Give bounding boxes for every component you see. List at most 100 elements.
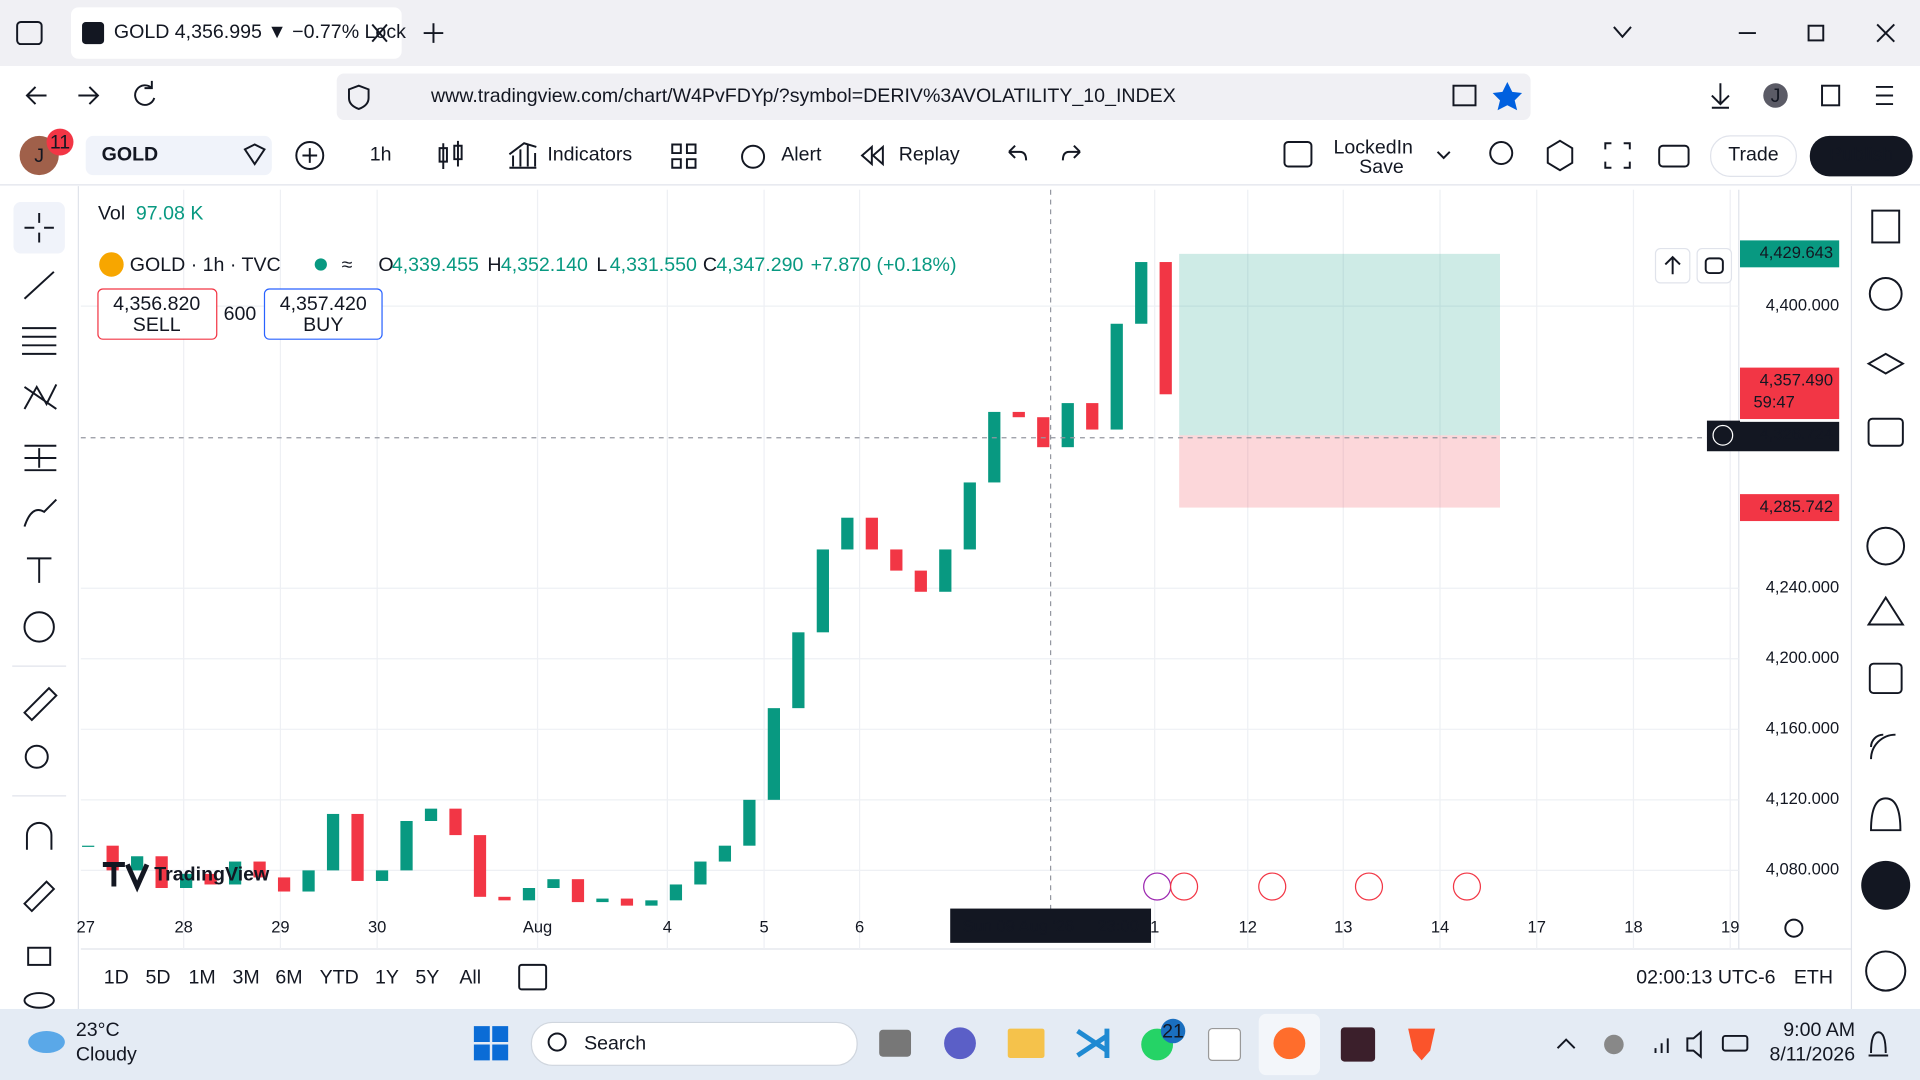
products[interactable] [1861, 860, 1911, 910]
shield-icon[interactable] [348, 84, 370, 111]
url-bar[interactable] [336, 73, 1531, 120]
redo[interactable] [1061, 145, 1081, 161]
downloads[interactable] [1711, 83, 1730, 109]
session[interactable]: ETH [1794, 967, 1833, 989]
event-icon[interactable] [1452, 872, 1482, 901]
start-button[interactable] [473, 1026, 509, 1061]
volume[interactable] [1686, 1030, 1702, 1059]
fullscreen[interactable] [1604, 142, 1631, 169]
file-explorer[interactable] [1007, 1028, 1045, 1058]
forward[interactable] [78, 86, 100, 105]
indicators[interactable]: Indicators [547, 144, 632, 166]
object-tree[interactable] [1866, 352, 1905, 375]
go-to-date[interactable] [518, 963, 548, 991]
loss-zone[interactable] [1179, 435, 1500, 508]
layout-icon[interactable] [1283, 141, 1313, 168]
notifications[interactable] [1870, 797, 1902, 832]
battery[interactable] [1721, 1034, 1749, 1052]
sell-button[interactable] [97, 288, 218, 340]
publish-button[interactable] [1809, 135, 1913, 177]
lock-tool[interactable] [27, 946, 52, 966]
alerts[interactable] [1868, 276, 1903, 311]
news[interactable] [1870, 733, 1896, 760]
trend-line-tool[interactable] [23, 271, 55, 300]
range-button[interactable]: 5Y [415, 967, 439, 989]
settings[interactable] [1546, 139, 1574, 172]
fib-tool[interactable] [22, 327, 57, 355]
cursor-tool[interactable] [13, 202, 65, 254]
task-view[interactable] [879, 1029, 912, 1057]
range-button[interactable]: All [459, 967, 481, 989]
screener[interactable] [1866, 526, 1906, 566]
market-status[interactable] [314, 258, 327, 271]
magnet-tool[interactable] [25, 821, 53, 850]
alert[interactable]: Alert [781, 144, 822, 166]
undo[interactable] [1008, 145, 1028, 161]
media-app[interactable] [1340, 1027, 1376, 1062]
range-button[interactable]: 6M [275, 967, 302, 989]
replay-icon[interactable] [860, 144, 884, 167]
range-button[interactable]: 3M [233, 967, 260, 989]
calendar[interactable] [1868, 662, 1903, 695]
watchlist[interactable] [1871, 209, 1901, 244]
snapshot[interactable] [1658, 144, 1690, 168]
symbol-flag[interactable] [243, 143, 266, 166]
clock[interactable]: 02:00:13 UTC-6 [1636, 967, 1775, 989]
compare[interactable] [295, 141, 325, 170]
reload[interactable] [134, 80, 156, 106]
event-icon[interactable] [1354, 872, 1384, 901]
replay[interactable]: Replay [899, 144, 960, 166]
chats[interactable] [1867, 417, 1904, 447]
ideas[interactable] [1866, 595, 1905, 626]
teams[interactable] [944, 1027, 976, 1060]
account[interactable] [1763, 83, 1788, 108]
chart-type[interactable] [438, 140, 463, 169]
event-icon[interactable] [1170, 872, 1199, 901]
emoji-tool[interactable] [23, 611, 55, 643]
active-tab[interactable] [71, 7, 402, 59]
brave[interactable] [1408, 1028, 1436, 1061]
buy-button[interactable] [263, 288, 383, 340]
zoom-tool[interactable] [24, 744, 49, 769]
weather-icon[interactable] [28, 1031, 65, 1054]
tab-menu[interactable] [1613, 26, 1632, 39]
store[interactable] [1207, 1027, 1242, 1062]
data-problem[interactable]: ≈ [342, 254, 353, 276]
text-tool[interactable] [26, 557, 52, 583]
interval[interactable]: 1h [370, 144, 392, 166]
indicators-icon[interactable] [508, 142, 537, 169]
layout-menu[interactable] [1436, 151, 1451, 160]
range-button[interactable]: 1D [104, 967, 129, 989]
measure-tool[interactable] [23, 686, 58, 722]
notification-center[interactable] [1868, 1031, 1889, 1057]
brush-tool[interactable] [23, 498, 58, 527]
range-button[interactable]: YTD [320, 967, 359, 989]
clock-date[interactable]: 8/11/2026 [1769, 1044, 1855, 1066]
quick-search[interactable] [1489, 141, 1514, 166]
templates[interactable] [671, 143, 697, 169]
event-icon[interactable] [1258, 872, 1287, 901]
axis-settings[interactable] [1784, 918, 1804, 938]
vscode[interactable] [1076, 1028, 1110, 1058]
event-icon[interactable] [1143, 872, 1172, 901]
new-tab[interactable] [423, 23, 444, 43]
close-window[interactable] [1876, 23, 1895, 43]
reset-chart[interactable] [1696, 247, 1733, 284]
tray-overflow[interactable] [1556, 1038, 1576, 1049]
symbol-search[interactable] [85, 135, 272, 176]
help[interactable] [1865, 950, 1907, 992]
range-button[interactable]: 5D [145, 967, 170, 989]
stay-drawing-tool[interactable] [23, 880, 56, 913]
layout-name[interactable]: LockedIn [1333, 136, 1412, 158]
clock-time[interactable]: 9:00 AM [1783, 1019, 1855, 1041]
back[interactable] [25, 86, 47, 105]
search-box[interactable] [530, 1021, 858, 1066]
alert-icon[interactable] [741, 144, 766, 169]
profit-zone[interactable] [1179, 253, 1500, 436]
tab-list-icon[interactable] [16, 21, 43, 46]
hide-tool[interactable] [23, 992, 55, 1009]
extensions[interactable] [1821, 84, 1841, 107]
notification-badge[interactable] [46, 128, 74, 156]
forecast-tool[interactable] [24, 444, 57, 472]
bookmark-star[interactable] [1492, 82, 1523, 111]
